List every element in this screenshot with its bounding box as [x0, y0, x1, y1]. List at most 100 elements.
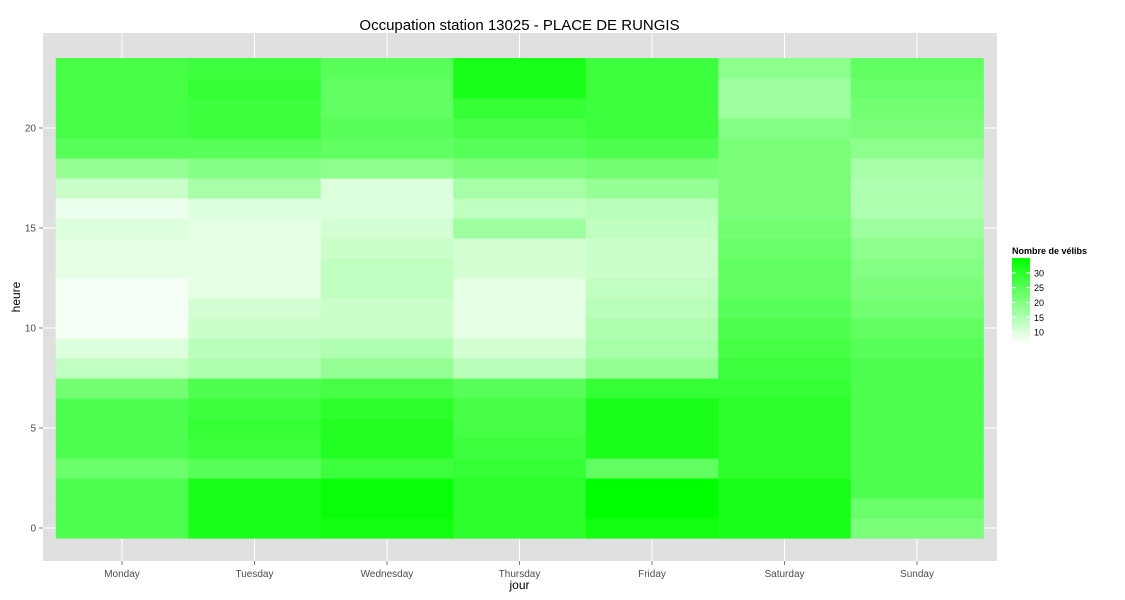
x-tick-label: Saturday: [764, 569, 804, 580]
heatmap-cell: [850, 258, 984, 279]
heatmap-cell: [55, 438, 189, 459]
heatmap-cell: [188, 198, 322, 219]
heatmap-cell: [585, 118, 719, 139]
heatmap-cell: [585, 318, 719, 339]
heatmap-cell: [453, 398, 587, 419]
heatmap-cell: [718, 298, 852, 319]
y-tick-label: 20: [25, 124, 37, 135]
heatmap-cell: [55, 278, 189, 299]
heatmap-cell: [718, 158, 852, 179]
heatmap-cell: [320, 298, 454, 319]
heatmap-cell: [55, 238, 189, 259]
heatmap-cell: [585, 458, 719, 479]
heatmap-cell: [453, 98, 587, 119]
heatmap-cell: [188, 278, 322, 299]
heatmap-cell: [453, 258, 587, 279]
heatmap-cell: [453, 138, 587, 159]
heatmap-cell: [320, 498, 454, 519]
heatmap-cell: [718, 178, 852, 199]
heatmap-cell: [718, 198, 852, 219]
heatmap-cell: [718, 278, 852, 299]
heatmap-cell: [188, 358, 322, 379]
heatmap-cell: [850, 98, 984, 119]
heatmap-cell: [718, 338, 852, 359]
heatmap-cell: [320, 58, 454, 79]
heatmap-cell: [188, 238, 322, 259]
heatmap-cell: [55, 378, 189, 399]
heatmap-cell: [453, 158, 587, 179]
heatmap-cell: [850, 458, 984, 479]
heatmap-cell: [320, 418, 454, 439]
heatmap-cell: [718, 398, 852, 419]
heatmap-cell: [585, 278, 719, 299]
x-tick-label: Friday: [638, 569, 666, 580]
heatmap-cell: [453, 58, 587, 79]
heatmap-cell: [850, 218, 984, 239]
heatmap-cell: [55, 258, 189, 279]
heatmap-cell: [55, 418, 189, 439]
heatmap-cell: [55, 78, 189, 99]
heatmap-cell: [188, 338, 322, 359]
heatmap-cell: [850, 358, 984, 379]
heatmap-cell: [188, 418, 322, 439]
heatmap-cell: [320, 218, 454, 239]
heatmap-cell: [718, 98, 852, 119]
heatmap-cell: [55, 498, 189, 519]
heatmap-cell: [320, 338, 454, 359]
heatmap-cell: [718, 418, 852, 439]
x-tick-label: Monday: [104, 569, 140, 580]
heatmap-cell: [320, 318, 454, 339]
heatmap-cell: [585, 338, 719, 359]
heatmap-cell: [55, 98, 189, 119]
heatmap-cell: [320, 378, 454, 399]
heatmap-cell: [188, 438, 322, 459]
heatmap-cell: [453, 318, 587, 339]
heatmap-cell: [585, 358, 719, 379]
heatmap-cell: [718, 318, 852, 339]
x-tick-label: Sunday: [900, 569, 934, 580]
heatmap-cell: [718, 78, 852, 99]
y-axis-label: heure: [9, 281, 23, 312]
heatmap-cell: [585, 158, 719, 179]
heatmap-cell: [718, 358, 852, 379]
heatmap-cell: [585, 378, 719, 399]
heatmap-cell: [718, 458, 852, 479]
y-tick-label: 15: [25, 224, 37, 235]
heatmap-cell: [850, 418, 984, 439]
heatmap-cell: [55, 458, 189, 479]
heatmap-cell: [585, 198, 719, 219]
heatmap-cell: [188, 138, 322, 159]
heatmap-cell: [718, 478, 852, 499]
heatmap-cell: [585, 58, 719, 79]
heatmap-cell: [320, 478, 454, 499]
heatmap-cell: [55, 198, 189, 219]
heatmap-cell: [55, 158, 189, 179]
heatmap-cell: [55, 318, 189, 339]
heatmap-cell: [585, 498, 719, 519]
heatmap-cell: [718, 238, 852, 259]
heatmap-cell: [850, 78, 984, 99]
y-tick-label: 5: [30, 424, 36, 435]
heatmap-cell: [55, 518, 189, 539]
heatmap-cell: [55, 118, 189, 139]
heatmap-cell: [320, 258, 454, 279]
heatmap-cell: [850, 378, 984, 399]
heatmap-cell: [850, 198, 984, 219]
heatmap-cell: [320, 118, 454, 139]
heatmap-cell: [453, 458, 587, 479]
heatmap-cell: [188, 58, 322, 79]
heatmap-cell: [55, 58, 189, 79]
heatmap-cell: [188, 318, 322, 339]
heatmap-cell: [585, 298, 719, 319]
heatmap-cell: [585, 98, 719, 119]
heatmap-cells: [55, 58, 984, 539]
heatmap-cell: [320, 278, 454, 299]
legend-colorbar: [1012, 258, 1030, 344]
heatmap-cell: [188, 158, 322, 179]
x-tick-label: Wednesday: [361, 569, 414, 580]
heatmap-cell: [718, 258, 852, 279]
heatmap-cell: [585, 238, 719, 259]
heatmap-cell: [453, 298, 587, 319]
heatmap-cell: [188, 458, 322, 479]
heatmap-cell: [320, 138, 454, 159]
